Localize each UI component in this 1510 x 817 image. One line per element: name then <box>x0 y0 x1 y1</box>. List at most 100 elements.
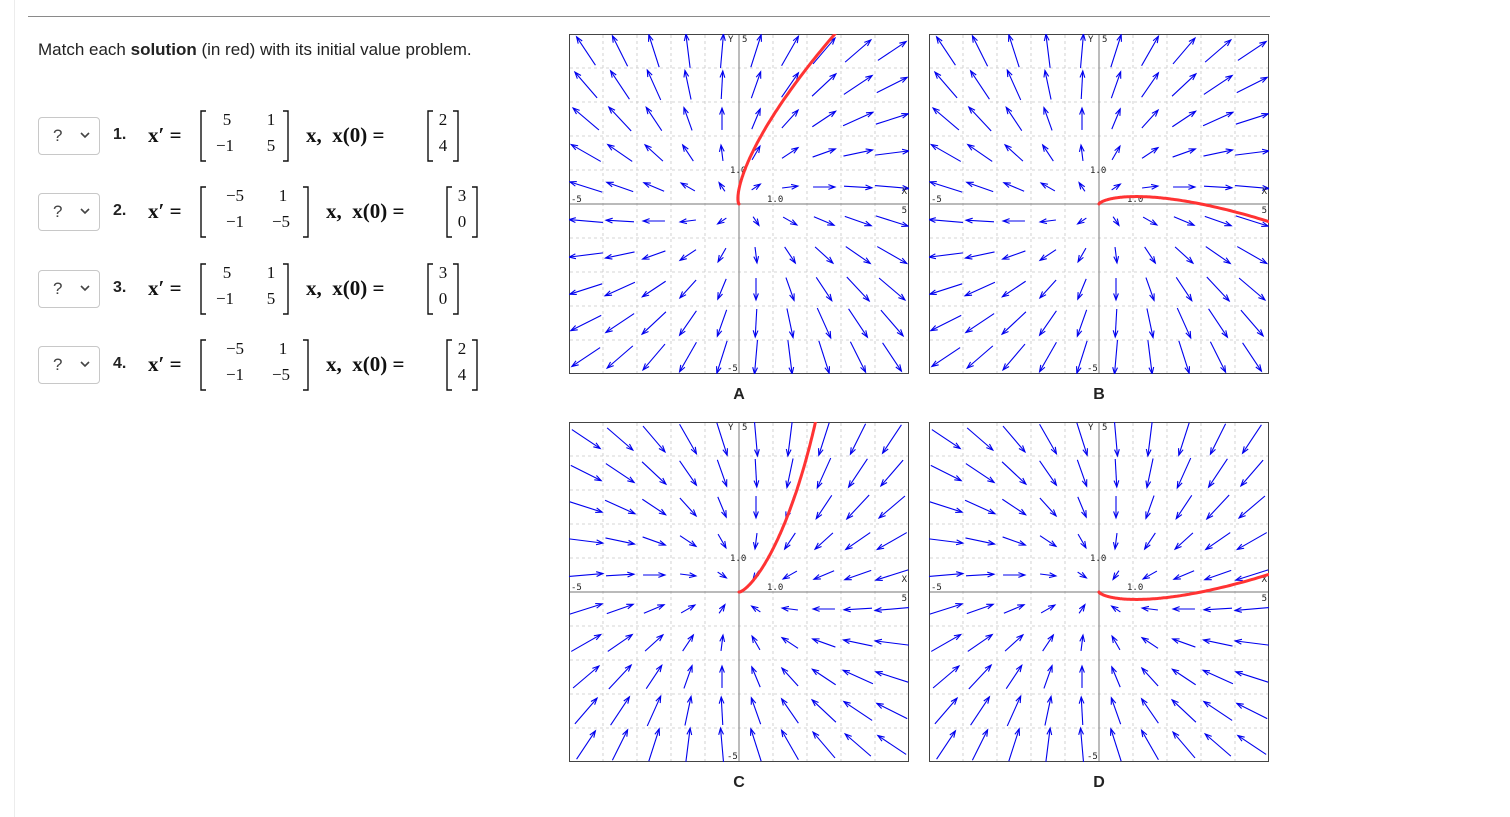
field-arrow-head <box>686 726 693 736</box>
field-arrow-head <box>594 475 603 482</box>
field-arrow-head <box>719 106 725 115</box>
field-arrow-head <box>966 143 975 151</box>
field-arrow-head <box>865 74 874 82</box>
field-arrow-shaft <box>720 70 724 100</box>
field-arrow-shaft <box>877 41 907 61</box>
field-arrow-shaft <box>1203 185 1233 189</box>
field-arrow-head <box>719 571 728 579</box>
field-arrow-head <box>569 325 578 332</box>
field-arrow-head <box>955 539 965 546</box>
field-arrow-shaft <box>1174 532 1194 550</box>
field-arrow-shaft <box>1172 638 1196 648</box>
field-arrow-shaft <box>875 640 909 646</box>
field-arrow-head <box>1115 70 1122 79</box>
field-arrow-head <box>964 326 973 334</box>
field-arrow-shaft <box>1042 634 1054 652</box>
field-arrow-shaft <box>929 218 963 224</box>
field-arrow-shaft <box>1079 728 1085 762</box>
field-arrow-head <box>568 289 577 296</box>
field-arrow-shaft <box>716 340 728 374</box>
field-arrow-shaft <box>1076 340 1088 374</box>
field-arrow-shaft <box>875 671 909 683</box>
field-arrow-shaft <box>845 246 871 264</box>
solution-curve <box>1097 195 1290 230</box>
field-arrow-shaft <box>641 461 667 485</box>
field-arrow-head <box>1171 668 1180 676</box>
field-arrow-head <box>1171 638 1180 644</box>
field-arrow-head <box>1172 574 1181 580</box>
field-arrow-shaft <box>610 696 630 726</box>
field-arrow-head <box>752 330 759 339</box>
field-arrow-head <box>750 696 757 705</box>
field-arrow-shaft <box>1141 698 1159 724</box>
field-arrow-shaft <box>875 113 909 125</box>
field-arrow-shaft <box>1176 307 1192 339</box>
field-arrow-head <box>611 34 618 43</box>
field-arrow-shaft <box>604 281 636 297</box>
field-arrow-head <box>607 105 616 114</box>
field-arrow-shaft <box>646 695 662 727</box>
field-arrow-head <box>1225 111 1235 118</box>
field-arrow-shaft <box>781 698 799 724</box>
field-arrow-shaft <box>1080 145 1084 161</box>
plot-label: A <box>733 386 745 403</box>
x-max-label: 5 <box>1262 594 1267 604</box>
field-arrow-shaft <box>845 532 871 550</box>
field-arrow-shaft <box>1001 461 1027 485</box>
field-arrow-head <box>1046 694 1053 704</box>
field-arrow-shaft <box>1111 635 1121 651</box>
field-arrow-shaft <box>642 250 666 260</box>
field-arrow-shaft <box>610 70 630 100</box>
field-arrow-head <box>1038 364 1046 374</box>
answer-select-1[interactable]: ? <box>38 117 100 155</box>
field-arrow-head <box>755 70 762 79</box>
field-arrow-head <box>1235 543 1245 551</box>
field-arrow-head <box>895 364 903 373</box>
vector-brackets <box>446 339 478 391</box>
field-arrow-head <box>1177 448 1184 457</box>
field-arrow-shaft <box>750 71 762 99</box>
initial-condition-label: x, x(0) = <box>306 276 385 300</box>
field-arrow-shaft <box>1141 637 1159 649</box>
field-arrow-head <box>1082 448 1088 457</box>
problem-4: ? 4. x′ = −5 1 −1 −5 x, x(0) = 2 4 <box>38 337 498 397</box>
field-arrow-head <box>658 445 667 454</box>
field-arrow-head <box>627 476 636 484</box>
field-arrow-head <box>900 76 909 83</box>
field-arrow-shaft <box>1043 665 1053 689</box>
field-arrow-head <box>1007 33 1014 42</box>
field-arrow-head <box>955 603 964 609</box>
field-arrow-head <box>1018 508 1027 516</box>
field-arrow-head <box>1019 477 1028 486</box>
field-arrow-shaft <box>648 728 660 762</box>
x-min-label: -5 <box>931 195 942 205</box>
field-arrow-shaft <box>815 495 833 519</box>
field-arrow-shaft <box>781 637 799 649</box>
field-arrow-shaft <box>811 73 837 97</box>
field-arrow-shaft <box>574 697 598 725</box>
field-arrow-shaft <box>720 635 724 651</box>
field-arrow-shaft <box>679 249 697 261</box>
answer-select-2[interactable]: ? <box>38 193 100 231</box>
field-arrow-head <box>1140 728 1148 738</box>
field-arrow-shaft <box>1040 219 1056 223</box>
matrix-brackets <box>200 339 309 391</box>
answer-select-3[interactable]: ? <box>38 270 100 308</box>
field-arrow-shaft <box>642 280 666 298</box>
field-arrow-head <box>1188 184 1197 190</box>
matrix-entry: 1 <box>278 339 288 358</box>
field-arrow-shaft <box>1172 37 1196 65</box>
answer-select-4[interactable]: ? <box>38 346 100 384</box>
field-arrow-head <box>1041 143 1049 152</box>
field-arrow-head <box>984 663 993 672</box>
field-arrow-shaft <box>569 603 603 615</box>
field-arrow-head <box>1203 574 1212 581</box>
field-arrow-shaft <box>844 569 872 581</box>
field-arrow-shaft <box>751 108 761 130</box>
field-arrow-head <box>689 540 698 548</box>
field-arrow-shaft <box>645 107 663 131</box>
field-arrow-shaft <box>931 429 961 449</box>
field-arrow-shaft <box>1111 183 1121 191</box>
field-arrow-shaft <box>1235 569 1269 581</box>
